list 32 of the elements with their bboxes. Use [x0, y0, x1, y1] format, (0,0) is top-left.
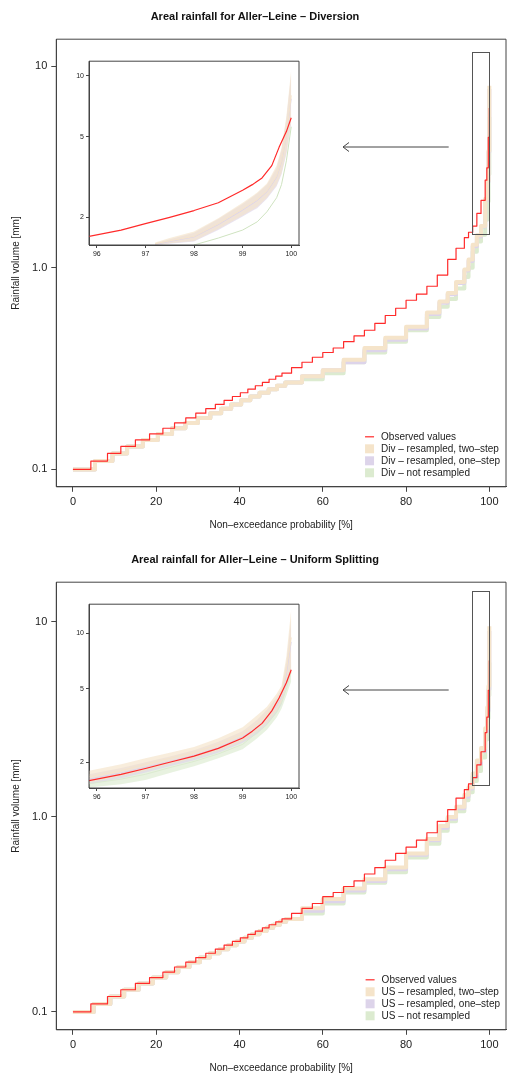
y-tick-label: 10 — [35, 59, 48, 72]
x-tick-label: 100 — [480, 1038, 499, 1051]
x-tick-label: 100 — [480, 495, 499, 508]
legend-label: Div – resampled, one–step — [381, 454, 501, 466]
legend-label: Div – not resampled — [381, 466, 470, 478]
x-tick-label: 40 — [233, 1038, 246, 1051]
chart-title: Areal rainfall for Aller–Leine – Diversion — [150, 9, 360, 22]
y-tick-label: 0.1 — [31, 462, 48, 475]
y-axis-title: Rainfall volume [mm] — [9, 759, 21, 853]
legend-label: US – not resampled — [381, 1009, 470, 1021]
y-tick-label: 1.0 — [31, 260, 48, 273]
x-tick-label: 80 — [399, 495, 413, 508]
x-tick-label: 60 — [316, 495, 329, 508]
x-tick-label: 20 — [150, 495, 163, 508]
y-tick-label: 0.1 — [31, 1004, 48, 1017]
legend-label: US – resampled, two–step — [381, 985, 500, 997]
legend-label: Observed values — [381, 430, 457, 442]
x-axis-title: Non–exceedance probability [%] — [209, 1061, 354, 1073]
x-tick-label: 60 — [316, 1038, 329, 1051]
x-tick-label: 0 — [69, 495, 77, 508]
chart-title: Areal rainfall for Aller–Leine – Uniform Splitting — [131, 552, 379, 565]
x-tick-label: 20 — [150, 1038, 163, 1051]
x-tick-label: 40 — [233, 495, 246, 508]
x-tick-label: 0 — [69, 1038, 77, 1051]
legend-label: US – resampled, one–step — [381, 997, 501, 1009]
x-axis-title: Non–exceedance probability [%] — [209, 518, 354, 530]
y-tick-label: 1.0 — [31, 810, 48, 823]
y-axis-title: Rainfall volume [mm] — [9, 216, 21, 310]
x-tick-label: 80 — [399, 1038, 413, 1051]
legend-label: Div – resampled, two–step — [381, 442, 500, 454]
legend-label: Observed values — [381, 973, 457, 985]
y-tick-label: 10 — [35, 615, 48, 628]
